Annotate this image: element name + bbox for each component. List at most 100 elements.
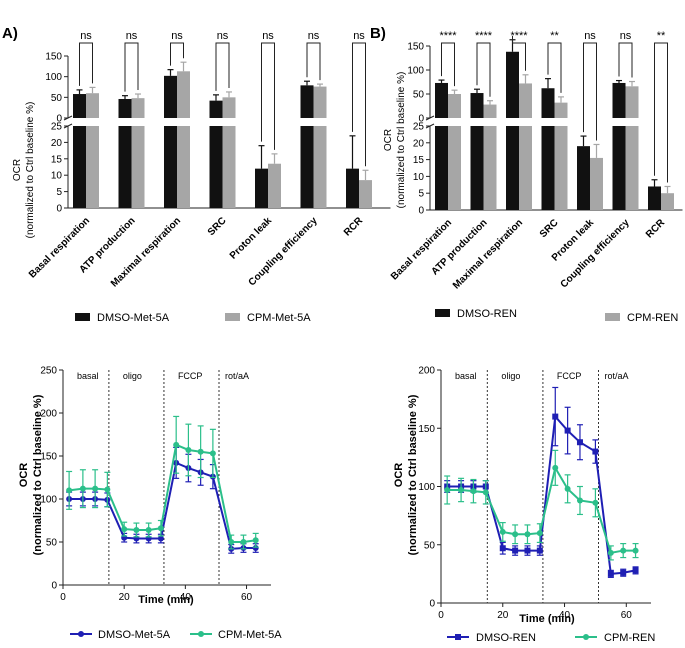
significance-label: **** [439, 30, 457, 42]
bar-cpm-upper [86, 93, 99, 118]
bar-dmso-upper [300, 85, 314, 118]
legend-label-line-dmso-met5a: DMSO-Met-5A [98, 629, 171, 641]
data-point [552, 413, 559, 420]
data-point [104, 486, 111, 493]
x-tick-label: 40 [559, 610, 571, 621]
panel-a-legend: DMSO-Met-5A CPM-Met-5A [75, 312, 311, 324]
category-label: SRC [538, 217, 561, 240]
data-point [228, 539, 235, 545]
significance-bracket [215, 42, 230, 91]
data-point [499, 545, 506, 552]
bar-cpm-upper [222, 97, 236, 118]
data-point [632, 547, 639, 554]
y-tick-label-upper: 100 [407, 66, 424, 77]
data-point [185, 446, 192, 453]
significance-label: ns [126, 30, 138, 42]
bar-cpm-lower [313, 126, 327, 208]
significance-label: ** [550, 30, 559, 42]
panel-c: OCR (normalized to Ctrl baseline %) Time… [18, 366, 282, 642]
phase-label: rot/aA [605, 371, 629, 381]
bar-dmso-lower [435, 126, 448, 210]
category-label: Maximal respiration [451, 217, 525, 291]
bar-dmso-upper [118, 98, 132, 118]
significance-label: ns [584, 30, 596, 42]
data-point [552, 464, 559, 471]
category-label: Proton leak [228, 215, 275, 262]
bar-cpm-lower [131, 126, 145, 208]
x-tick-label: 40 [180, 592, 192, 603]
data-point [240, 539, 247, 545]
panel-d-legend: DMSO-REN CPM-REN [447, 632, 655, 644]
data-point [482, 489, 489, 496]
x-tick-label: 20 [119, 592, 131, 603]
significance-bracket [261, 42, 275, 150]
y-tick-label-upper: 150 [45, 52, 62, 63]
significance-label: ** [657, 30, 666, 42]
bar-dmso-upper [470, 93, 484, 118]
bar-dmso-lower [118, 126, 132, 208]
y-tick-label: 200 [418, 366, 435, 377]
significance-bracket [441, 42, 455, 87]
y-tick-label-lower: 10 [413, 172, 425, 183]
y-tick-label-lower: 15 [413, 155, 425, 166]
y-tick-label-upper: 50 [413, 90, 425, 101]
y-tick-label-upper: 50 [51, 93, 63, 104]
legend-label-line-cpm-ren: CPM-REN [604, 632, 655, 644]
panel-a: A) OCR (normalized to Ctrl baseline %) 0… [2, 25, 391, 324]
category-label: SRC [206, 215, 229, 238]
bar-dmso [255, 168, 268, 208]
legend-swatch-cpm-ren [605, 313, 620, 321]
bar-cpm-lower [177, 126, 190, 208]
significance-bracket [654, 42, 668, 183]
bar-dmso-lower [470, 126, 484, 210]
bar-cpm-upper [554, 102, 568, 118]
legend-marker-cpm-met5a [198, 631, 204, 637]
data-point [620, 547, 627, 554]
y-tick-label: 100 [40, 495, 57, 506]
bar-cpm [661, 193, 674, 210]
data-point [145, 526, 152, 533]
significance-bracket [618, 42, 633, 78]
data-point [92, 485, 99, 492]
panel-b-ylabel-2: (normalized to Ctrl baseline %) [396, 72, 407, 209]
y-tick-label-lower: 25 [51, 122, 63, 133]
significance-bracket [352, 42, 366, 167]
bar-dmso-upper [73, 94, 86, 118]
y-tick-label-upper: 100 [45, 72, 62, 83]
data-point [524, 531, 531, 538]
data-point [197, 448, 204, 455]
y-tick-label-lower: 5 [56, 187, 62, 198]
bar-dmso-lower [164, 126, 177, 208]
y-tick-label: 50 [424, 540, 436, 551]
significance-bracket [547, 42, 562, 93]
phase-label: oligo [123, 371, 142, 381]
bar-dmso-lower [612, 126, 626, 210]
significance-bracket [583, 42, 597, 141]
panel-c-plot: 0 50 100 150 200 250 0 20 40 60 basal oligo FCCP rot/… [40, 366, 271, 603]
panel-c-xlabel: Time (min) [138, 594, 194, 606]
x-tick-label: 20 [497, 610, 509, 621]
bar-dmso-upper [506, 51, 519, 119]
y-tick-label-lower: 0 [418, 206, 424, 217]
bar-cpm-upper [519, 83, 532, 118]
data-point [66, 487, 73, 494]
significance-label: ns [262, 30, 274, 42]
y-tick-label-lower: 5 [418, 189, 424, 200]
legend-label-line-cpm-met5a: CPM-Met-5A [218, 629, 282, 641]
legend-label-cpm-ren: CPM-REN [627, 312, 678, 324]
y-tick-label-lower: 10 [51, 171, 63, 182]
data-point [173, 441, 180, 448]
significance-bracket [170, 42, 184, 66]
legend-swatch-cpm-met5a [225, 313, 240, 321]
panel-d: OCR (normalized to Ctrl baseline %) Time… [393, 366, 655, 645]
y-tick-label: 250 [40, 366, 57, 377]
phase-label: oligo [501, 371, 520, 381]
x-tick-label: 60 [621, 610, 633, 621]
panel-b-ylabel: OCR [383, 129, 394, 151]
panel-d-xlabel: Time (min) [519, 613, 575, 625]
bar-dmso-lower [300, 126, 314, 208]
legend-marker-cpm-ren [583, 634, 589, 640]
bar-dmso-lower [73, 126, 86, 208]
